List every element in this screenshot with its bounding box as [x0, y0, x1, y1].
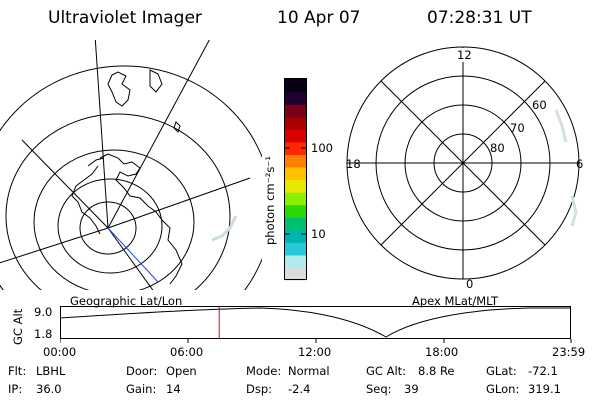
geographic-map: [0, 40, 262, 290]
timeline-ymax: 9.0: [34, 305, 53, 319]
glon-value: 319.1: [528, 382, 561, 396]
lat-circle: [33, 149, 195, 290]
time-label: 07:28:31 UT: [427, 8, 532, 28]
aurora-patch: [211, 215, 238, 242]
lat-circle: [79, 201, 137, 255]
dsp-value: -2.4: [288, 382, 311, 396]
aurora-patch: [570, 195, 578, 227]
seq-value: 39: [404, 382, 419, 396]
gain-label: Gain:: [126, 382, 157, 396]
coastline: [71, 165, 101, 235]
timeline-axis-label: GC Alt: [11, 308, 25, 345]
meridian-line: [107, 40, 210, 229]
colorbar-band: [285, 116, 306, 130]
right-map-caption: Apex MLat/MLT: [412, 294, 499, 308]
meridian-line: [107, 177, 251, 229]
meridian-line: [94, 40, 109, 229]
mode-label: Mode:: [246, 364, 282, 378]
colorbar-band: [285, 217, 306, 231]
colorbar-band: [285, 104, 306, 118]
meridian-line: [107, 227, 154, 290]
mlt-line: [380, 80, 546, 246]
gc-alt-value: 8.8 Re: [418, 364, 455, 378]
instrument-title: Ultraviolet Imager: [48, 8, 202, 28]
colorbar-band: [285, 154, 306, 168]
mlt-label-12: 12: [457, 48, 472, 62]
colorbar-band: [285, 192, 306, 206]
coastline: [87, 157, 105, 167]
glon-label: GLon:: [486, 382, 520, 396]
mlat-label-60: 60: [532, 98, 547, 112]
ip-label: IP:: [8, 382, 23, 396]
glat-label: GLat:: [486, 364, 517, 378]
altitude-curve: [60, 307, 571, 338]
coastline: [107, 71, 131, 107]
colorbar-band: [285, 179, 306, 193]
timeline-frame: [60, 306, 571, 339]
door-label: Door:: [126, 364, 158, 378]
mlat-label-80: 80: [490, 141, 505, 155]
mlt-label-6: 6: [576, 157, 584, 171]
colorbar-band: [285, 229, 306, 243]
colorbar-unit-label: photon cm⁻²s⁻¹: [263, 156, 277, 245]
date-label: 10 Apr 07: [277, 8, 361, 28]
colorbar-band: [285, 166, 306, 181]
colorbar-band: [285, 254, 306, 269]
timeline-tick-label: 18:00: [425, 345, 459, 359]
colorbar-frame: [284, 78, 307, 280]
left-map-caption: Geographic Lat/Lon: [70, 294, 183, 308]
coastline: [149, 69, 163, 93]
colorbar-band: [285, 242, 306, 256]
filter-label: Flt:: [8, 364, 27, 378]
colorbar-band: [285, 267, 306, 281]
lat-circle: [0, 65, 262, 290]
gain-value: 14: [166, 382, 181, 396]
timeline-tick-label: 00:00: [43, 345, 77, 359]
colorbar-band: [285, 79, 306, 93]
colorbar-band: [285, 204, 306, 218]
mode-value: Normal: [288, 364, 330, 378]
dsp-label: Dsp:: [246, 382, 273, 396]
colorbar-band: [285, 129, 306, 143]
timeline-tick-label: 23:59: [552, 345, 586, 359]
seq-label: Seq:: [366, 382, 392, 396]
door-value: Open: [166, 364, 197, 378]
coastline: [173, 121, 181, 133]
meridian-line: [0, 227, 109, 264]
lat-circle: [57, 178, 163, 274]
glat-value: -72.1: [528, 364, 558, 378]
timeline-tick-label: 12:00: [298, 345, 332, 359]
colorbar-band: [285, 141, 306, 155]
meridian-line: [21, 139, 109, 229]
colorbar: [284, 78, 307, 281]
polar-map: [346, 46, 580, 280]
lat-circle: [5, 113, 231, 290]
altitude-timeline: [60, 306, 572, 343]
timeline-ymin: 1.8: [34, 327, 53, 341]
gc-alt-label: GC Alt:: [366, 364, 407, 378]
mlt-label-0: 0: [466, 277, 474, 291]
mlat-label-70: 70: [510, 121, 525, 135]
ip-value: 36.0: [36, 382, 62, 396]
colorbar-tick-label: 100: [311, 141, 333, 155]
filter-value: LBHL: [36, 364, 66, 378]
ground-track-line: [107, 227, 159, 283]
aurora-patch: [554, 109, 568, 143]
mlt-label-18: 18: [346, 157, 361, 171]
colorbar-band: [285, 91, 306, 105]
colorbar-tick-label: 10: [311, 227, 326, 241]
timeline-tick-label: 06:00: [170, 345, 204, 359]
coastline: [99, 153, 183, 285]
